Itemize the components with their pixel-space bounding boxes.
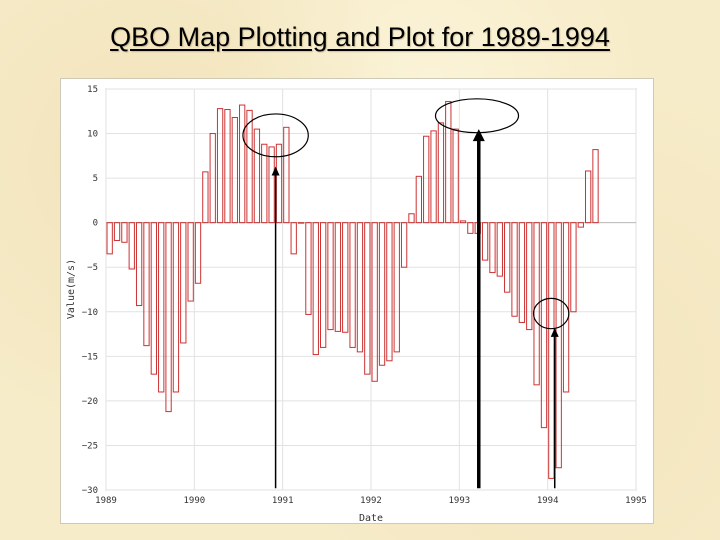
bar — [327, 222, 334, 331]
highlight-ellipse — [242, 113, 309, 158]
bar — [253, 128, 261, 224]
arrow-head — [550, 327, 559, 337]
y-axis-title: Value(m/s) — [66, 259, 77, 319]
bar — [305, 222, 312, 315]
bar — [165, 222, 172, 413]
bar — [504, 222, 511, 293]
bar — [216, 108, 224, 224]
bar — [378, 222, 386, 366]
bar — [371, 222, 378, 382]
y-tick-label: −25 — [82, 441, 98, 451]
y-tick-label: 10 — [87, 130, 98, 140]
bar — [540, 222, 548, 429]
bar — [445, 100, 452, 224]
y-tick-label: −15 — [82, 352, 98, 362]
bar — [187, 222, 194, 302]
x-tick-label: 1991 — [272, 496, 294, 506]
highlight-ellipse — [532, 297, 570, 330]
bar — [261, 143, 268, 224]
bar — [113, 222, 121, 241]
bar — [106, 222, 113, 255]
bar — [592, 149, 599, 224]
bar — [202, 171, 209, 224]
bar — [121, 222, 128, 243]
x-tick-label: 1993 — [448, 496, 470, 506]
annotation-layer — [242, 98, 570, 489]
y-tick-label: 5 — [93, 174, 98, 184]
bar — [180, 222, 187, 344]
bar — [518, 222, 526, 323]
bar — [496, 222, 503, 277]
bar — [562, 222, 570, 393]
bar — [239, 104, 246, 224]
bar — [297, 222, 305, 224]
bar — [342, 222, 349, 333]
bar — [437, 122, 445, 224]
bar — [511, 222, 518, 317]
bar — [555, 222, 562, 469]
x-tick-label: 1994 — [537, 496, 559, 506]
x-tick-label: 1990 — [183, 496, 205, 506]
y-tick-label: −20 — [82, 397, 98, 407]
bar — [459, 220, 467, 224]
y-tick-label: −30 — [82, 486, 98, 496]
bar — [128, 222, 135, 270]
slide-title: QBO Map Plotting and Plot for 1989-1994 — [110, 22, 610, 52]
bar — [585, 170, 592, 224]
bar — [415, 175, 422, 224]
bar — [224, 108, 231, 224]
y-tick-label: 0 — [93, 219, 98, 229]
bar — [533, 222, 540, 386]
bars-layer — [106, 100, 599, 479]
bar — [400, 222, 408, 268]
bar — [268, 146, 275, 224]
bar — [423, 135, 430, 224]
bar — [135, 222, 143, 307]
bar — [577, 222, 584, 228]
bar — [408, 213, 415, 224]
bar — [364, 222, 371, 375]
bar — [283, 126, 290, 224]
bar — [312, 222, 319, 356]
y-tick-label: −5 — [87, 263, 98, 273]
y-tick-label: 15 — [87, 85, 98, 95]
x-axis-title: Date — [359, 513, 383, 524]
bar — [467, 222, 474, 234]
bar — [158, 222, 165, 393]
bar — [194, 222, 202, 284]
bar — [231, 117, 238, 224]
bar — [209, 133, 216, 224]
bar — [489, 222, 496, 274]
bar — [334, 222, 342, 332]
grid-layer — [105, 88, 637, 491]
bar — [526, 222, 533, 331]
bar — [430, 130, 437, 224]
bar — [290, 222, 297, 255]
bar — [150, 222, 157, 375]
bar — [570, 222, 577, 313]
y-tick-label: −10 — [82, 308, 98, 318]
bar — [172, 222, 180, 393]
x-tick-label: 1995 — [625, 496, 647, 506]
arrow-head — [271, 166, 280, 176]
bar — [481, 222, 489, 261]
bar — [246, 109, 253, 224]
bar — [320, 222, 327, 348]
bar — [452, 128, 459, 224]
bar — [386, 222, 393, 362]
bar — [143, 222, 150, 347]
bar — [393, 222, 400, 353]
x-tick-label: 1989 — [95, 496, 117, 506]
bar — [349, 222, 356, 348]
arrow-head — [472, 129, 485, 142]
bar — [356, 222, 364, 353]
x-tick-label: 1992 — [360, 496, 382, 506]
